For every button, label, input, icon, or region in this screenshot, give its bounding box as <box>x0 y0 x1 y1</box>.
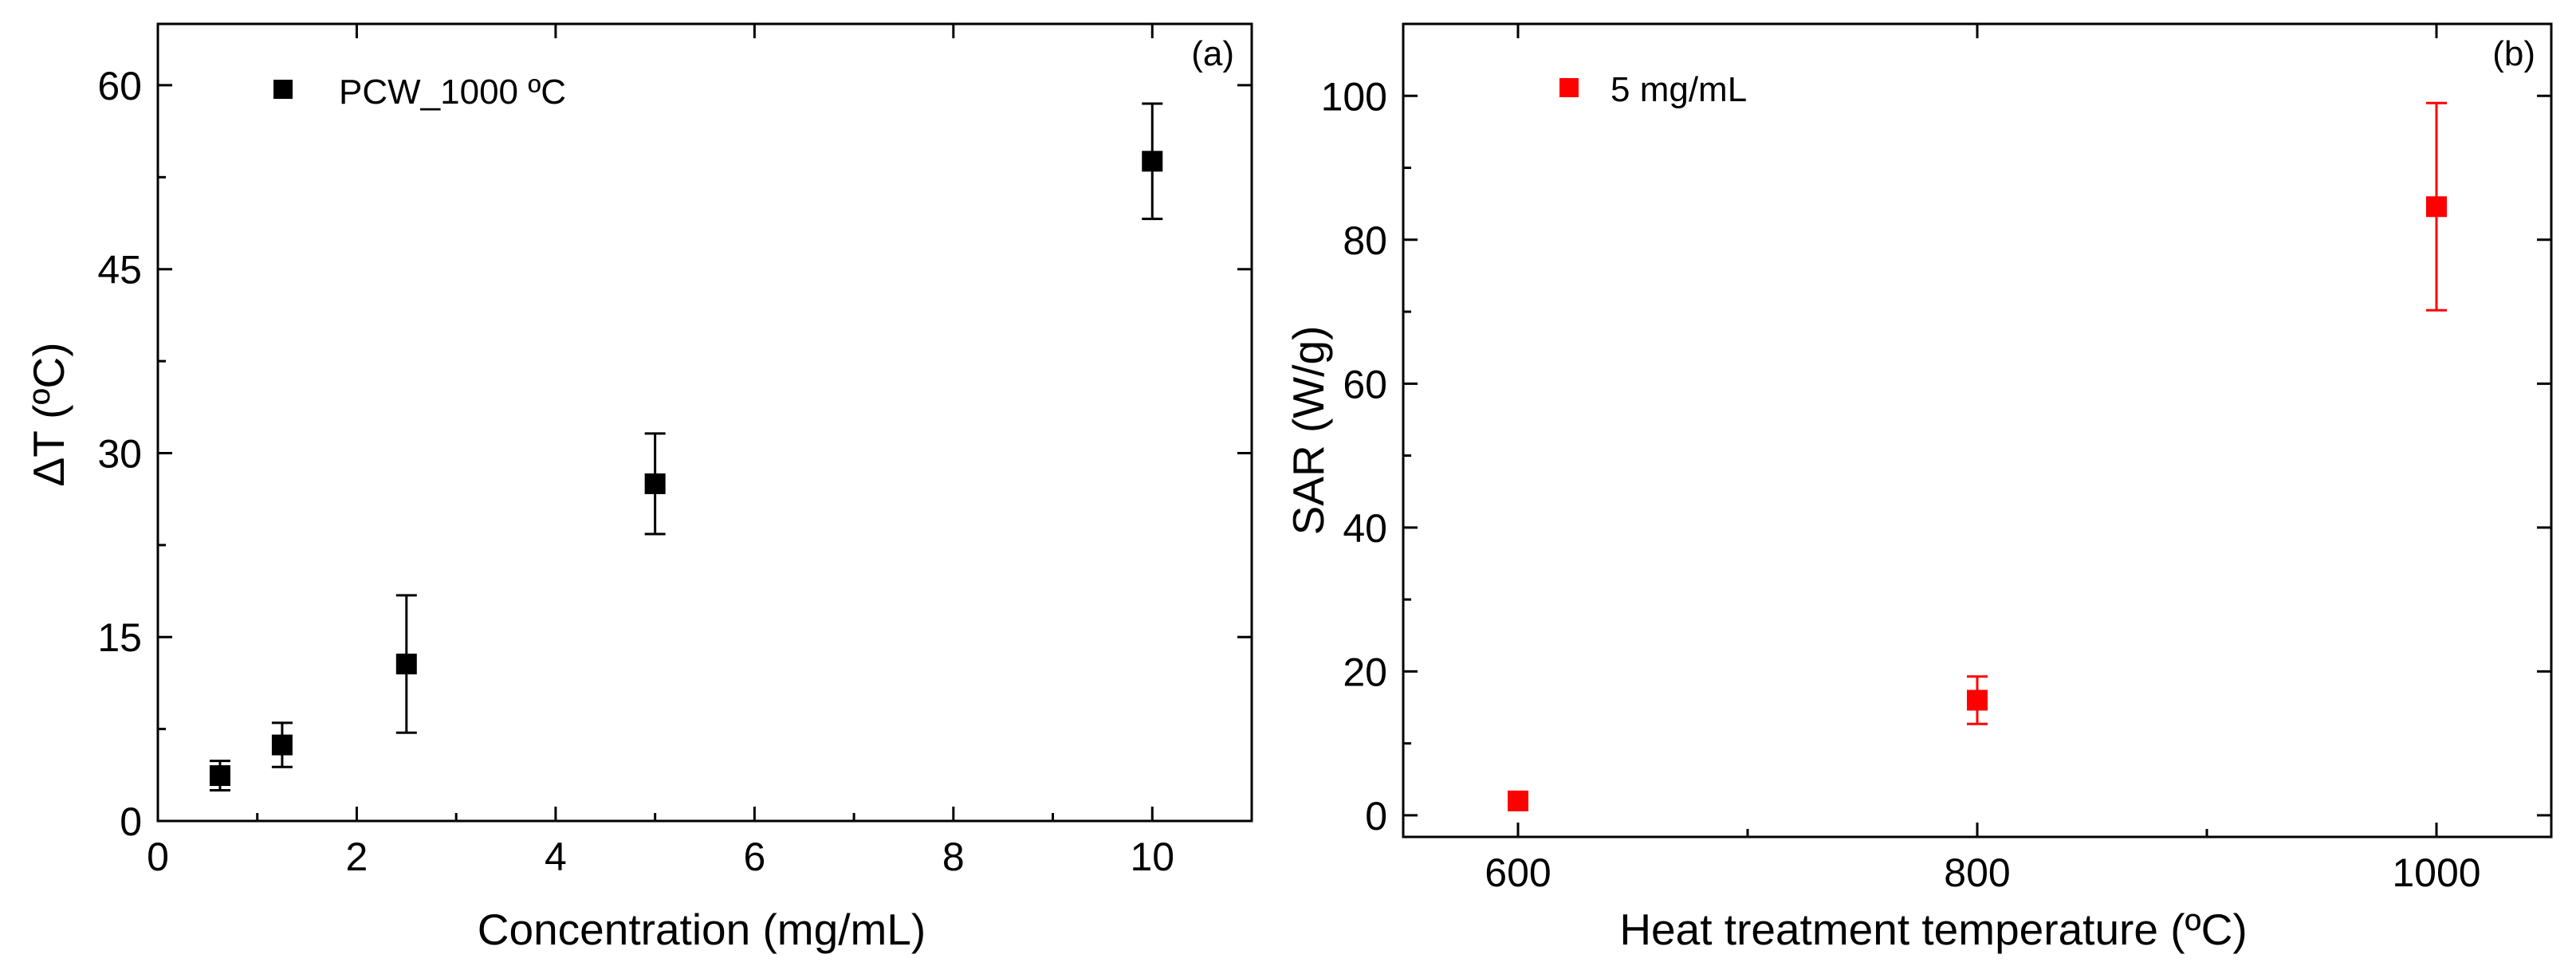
panel-b-legend-marker <box>1559 78 1579 97</box>
panel-b-y-tick-label: 20 <box>1343 650 1387 694</box>
panel-b-y-tick-label: 60 <box>1343 362 1387 407</box>
panel-a-x-tick-label: 0 <box>147 835 169 879</box>
panel-b-x-tick-label: 800 <box>1944 850 2010 895</box>
panel-b-label: (b) <box>2492 34 2535 73</box>
panel-b-x-axis-title: Heat treatment temperature (ºC) <box>1619 905 2247 954</box>
panel-a-x-tick-label: 8 <box>942 835 965 879</box>
panel-b-x-tick-label: 1000 <box>2392 850 2480 895</box>
panel-a-y-tick-label: 45 <box>97 248 142 293</box>
panel-b-y-tick-label: 80 <box>1343 218 1387 263</box>
panel-a-x-tick-label: 10 <box>1130 835 1174 879</box>
panel-a-y-axis-title: ΔT (ºC) <box>24 342 73 486</box>
panel-a-y-tick-label: 60 <box>97 64 142 108</box>
panel-a-x-tick-label: 2 <box>346 835 368 879</box>
panel-a-legend-label: PCW_1000 ºC <box>339 73 566 112</box>
panel-b-y-tick-label: 40 <box>1343 506 1387 551</box>
panel-a-legend-marker <box>273 80 293 99</box>
panel-a-data-point <box>1142 151 1163 172</box>
panel-b-y-tick-label: 0 <box>1365 794 1387 839</box>
panel-a-data-point <box>209 765 230 787</box>
panel-b-legend-label: 5 mg/mL <box>1610 70 1747 109</box>
panel-b-x-tick-label: 600 <box>1485 850 1551 895</box>
panel-b-y-axis-title: SAR (W/g) <box>1284 326 1333 536</box>
panel-a-y-tick-label: 0 <box>120 799 142 844</box>
panel-a-label: (a) <box>1191 34 1234 73</box>
panel-b-data-point <box>1967 689 1988 711</box>
panel-b: (b) Heat treatment temperature (ºC) SAR … <box>1284 22 2553 954</box>
panel-b-data-point <box>1508 790 1528 811</box>
panel-a-data-point <box>395 654 417 675</box>
panel-a-axes-frame <box>156 22 1253 823</box>
panel-a-y-tick-label: 15 <box>97 615 142 660</box>
panel-a-data-point <box>644 473 666 494</box>
panel-a-data-point <box>271 734 293 756</box>
panel-b-y-tick-label: 100 <box>1321 74 1387 119</box>
panel-b-data-point <box>2426 196 2447 218</box>
panel-a-y-tick-label: 30 <box>97 431 142 476</box>
panel-a-x-tick-label: 4 <box>545 835 567 879</box>
panel-a: (a) Concentration (mg/mL) ΔT (ºC) PCW_10… <box>24 22 1253 954</box>
panel-a-x-tick-label: 6 <box>743 835 765 879</box>
panel-a-x-axis-title: Concentration (mg/mL) <box>478 905 926 954</box>
